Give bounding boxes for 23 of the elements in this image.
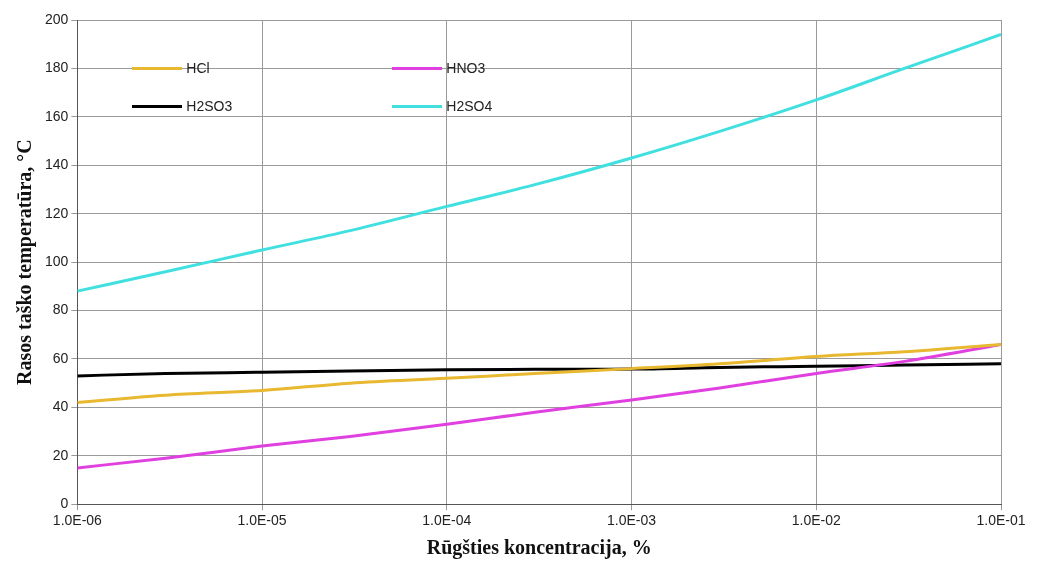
legend-label: HCl	[186, 60, 210, 76]
y-tick-label: 80	[52, 301, 69, 318]
x-tick-label: 1.0E-02	[791, 512, 841, 529]
y-tick-label: 60	[52, 349, 69, 366]
y-tick-label: 160	[45, 107, 69, 124]
y-tick-label: 180	[45, 59, 69, 76]
y-tick-label: 100	[45, 252, 69, 269]
x-tick-label: 1.0E-06	[52, 512, 103, 529]
x-tick-label: 1.0E-03	[607, 512, 657, 529]
y-tick-label: 0	[60, 495, 69, 512]
legend-label: HNO3	[446, 60, 486, 76]
x-tick-label: 1.0E-05	[237, 512, 287, 529]
y-tick-label: 140	[45, 156, 69, 173]
y-tick-label: 200	[45, 10, 69, 27]
x-axis-title: Rūgšties koncentracija, %	[426, 536, 652, 560]
legend-label: H2SO3	[186, 98, 233, 114]
y-axis-title: Rasos taško temperatūra, °C	[13, 139, 37, 385]
x-tick-label: 1.0E-04	[422, 512, 472, 529]
legend-label: H2SO4	[446, 98, 493, 114]
y-tick-label: 120	[45, 204, 69, 221]
y-tick-label: 20	[52, 446, 69, 463]
x-tick-label: 1.0E-01	[976, 512, 1026, 529]
y-tick-label: 40	[52, 398, 69, 415]
